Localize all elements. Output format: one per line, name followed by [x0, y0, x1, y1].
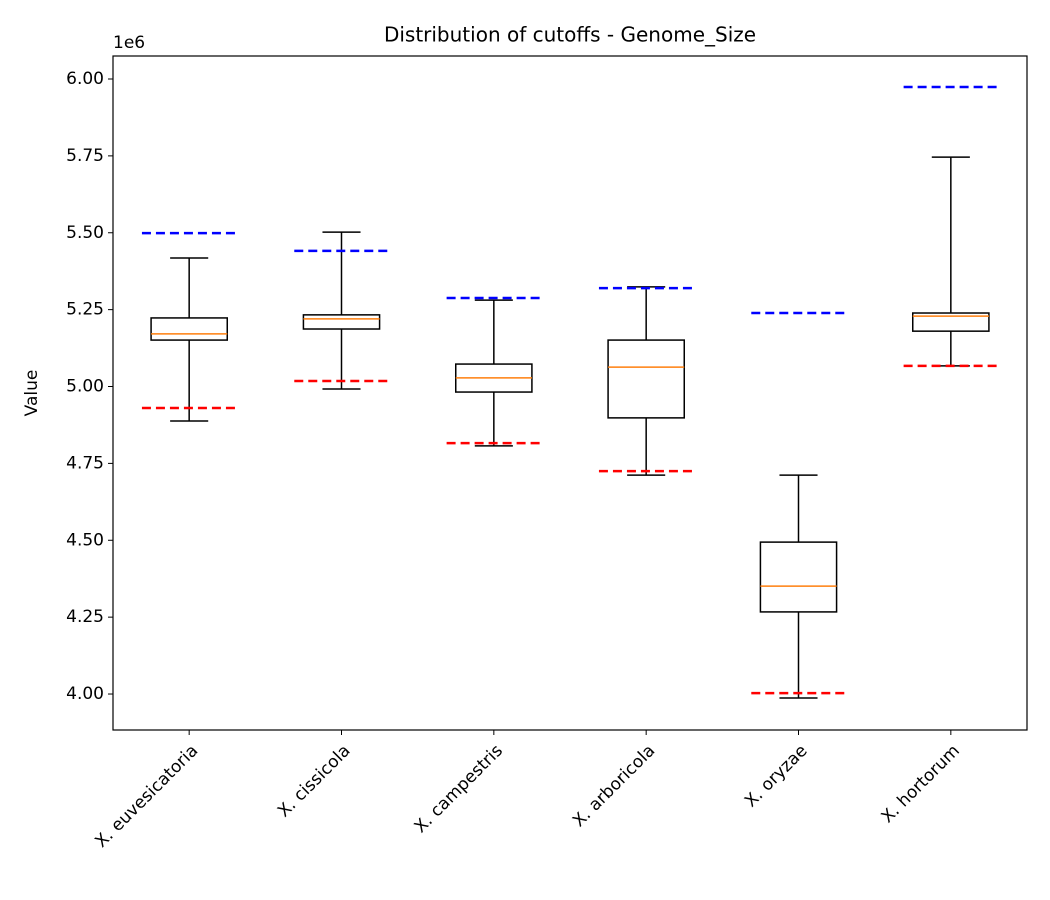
box [912, 312, 990, 332]
y-tick-label: 5.25 [66, 300, 104, 320]
y-tick-label: 4.75 [66, 453, 104, 473]
box [302, 314, 381, 330]
y-tick-label: 4.00 [66, 684, 104, 704]
box [607, 339, 685, 419]
box [150, 317, 228, 341]
plot-frame [112, 55, 1028, 731]
y-tick-label: 4.25 [66, 607, 104, 627]
y-tick-label: 6.00 [66, 69, 104, 89]
y-axis-label: Value [22, 370, 42, 417]
offset-text: 1e6 [113, 33, 145, 53]
y-tick-label: 5.75 [66, 146, 104, 166]
y-tick-label: 5.50 [66, 223, 104, 243]
box [759, 541, 838, 613]
y-tick-label: 5.00 [66, 377, 104, 397]
chart-title: Distribution of cutoffs - Genome_Size [384, 23, 756, 47]
y-tick-label: 4.50 [66, 530, 104, 550]
